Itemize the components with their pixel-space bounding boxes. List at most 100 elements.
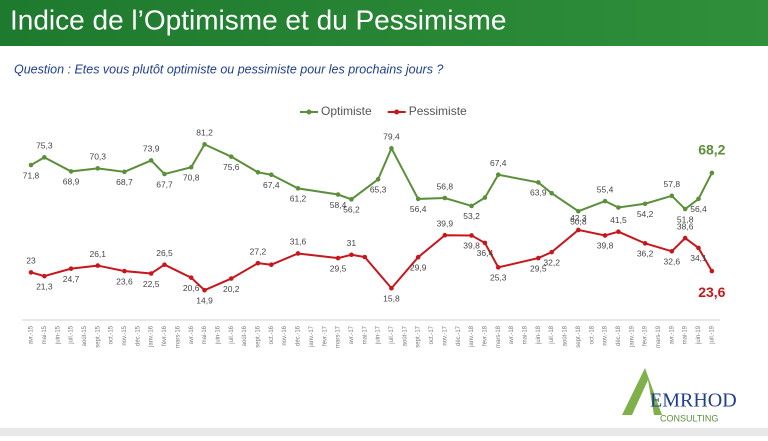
data-point bbox=[495, 172, 501, 178]
data-point bbox=[415, 254, 421, 260]
data-label: 73,9 bbox=[143, 144, 160, 154]
data-label: 68,9 bbox=[63, 177, 80, 187]
data-label: 56,4 bbox=[690, 204, 707, 214]
data-point bbox=[42, 273, 47, 279]
data-point bbox=[696, 196, 701, 202]
data-label: 38,6 bbox=[677, 221, 694, 231]
x-tick-label: déc.-17 bbox=[456, 325, 462, 346]
x-tick-label: avr.-18 bbox=[509, 325, 515, 344]
data-point bbox=[68, 169, 74, 174]
x-tick-label: janv.-17 bbox=[309, 325, 315, 348]
data-point bbox=[295, 251, 301, 256]
data-label: 20,6 bbox=[183, 283, 200, 293]
x-tick-label: mai-18 bbox=[523, 325, 529, 344]
x-tick-label: avr.-16 bbox=[189, 325, 195, 344]
data-label: 67,4 bbox=[490, 158, 507, 168]
x-tick-label: janv.-16 bbox=[149, 325, 155, 348]
data-label: 32,2 bbox=[543, 257, 560, 267]
data-point bbox=[389, 285, 394, 291]
data-point bbox=[122, 268, 127, 274]
data-point bbox=[335, 192, 341, 197]
data-label: 27,2 bbox=[250, 246, 267, 256]
data-label: 23 bbox=[26, 256, 36, 266]
legend-marker bbox=[394, 109, 400, 115]
data-point bbox=[482, 195, 488, 200]
legend-marker bbox=[306, 109, 312, 115]
x-tick-label: oct.-15 bbox=[109, 325, 115, 344]
logo-shape bbox=[632, 380, 654, 415]
data-point bbox=[696, 245, 701, 251]
x-tick-label: févr.-17 bbox=[322, 325, 328, 346]
data-label: 26,5 bbox=[156, 248, 173, 258]
x-tick-label: sept.-17 bbox=[416, 325, 422, 347]
data-label: 39,9 bbox=[437, 218, 454, 228]
data-point bbox=[28, 270, 34, 275]
logo-text: EMRHOD bbox=[650, 390, 737, 412]
x-tick-label: févr.-18 bbox=[482, 325, 488, 346]
data-label: 23,6 bbox=[116, 276, 133, 286]
data-label: 36,2 bbox=[637, 249, 654, 259]
data-label: 58,4 bbox=[330, 200, 347, 210]
data-label: 71,8 bbox=[23, 170, 40, 180]
x-tick-label: déc.-15 bbox=[135, 325, 141, 346]
data-label: 29,9 bbox=[410, 262, 427, 272]
data-point bbox=[202, 142, 207, 147]
data-point bbox=[349, 252, 354, 258]
data-point bbox=[709, 268, 715, 274]
x-tick-label: janv.-19 bbox=[629, 325, 635, 348]
plot: avr.-15 mai-15 juin-15 juil.-15 août-15 sept.… bbox=[22, 104, 726, 348]
x-tick-label: juin-17 bbox=[376, 325, 382, 345]
data-point bbox=[269, 172, 274, 178]
data-label: 39,8 bbox=[597, 241, 614, 251]
legend-label: Optimiste bbox=[321, 104, 372, 118]
data-point bbox=[642, 201, 648, 207]
data-point bbox=[255, 260, 261, 266]
legend-label: Pessimiste bbox=[409, 104, 467, 118]
data-label: 54,2 bbox=[637, 209, 654, 219]
x-tick-label: mars-19 bbox=[656, 325, 662, 348]
x-tick-label: sept.-18 bbox=[576, 325, 582, 347]
data-label: 56,4 bbox=[410, 204, 427, 214]
x-tick-label: nov.-15 bbox=[122, 325, 128, 345]
logo-shape bbox=[622, 368, 662, 415]
x-tick-label: juil.-18 bbox=[549, 325, 555, 344]
data-label: 70,3 bbox=[89, 152, 106, 162]
data-point bbox=[389, 146, 394, 151]
data-label: 31,6 bbox=[290, 237, 307, 247]
data-point bbox=[415, 196, 421, 202]
data-point bbox=[602, 198, 608, 204]
data-point bbox=[295, 186, 301, 191]
x-tick-label: juin-19 bbox=[696, 325, 702, 345]
series-line bbox=[30, 228, 713, 292]
data-label: 41,5 bbox=[610, 215, 627, 225]
x-tick-label: sept.-15 bbox=[95, 325, 101, 347]
data-label: 32,6 bbox=[664, 257, 681, 267]
x-tick-label: mars-16 bbox=[175, 325, 181, 348]
data-label: 29,5 bbox=[330, 263, 347, 273]
x-tick-label: mai-19 bbox=[683, 325, 689, 344]
data-label: 53,2 bbox=[463, 211, 480, 221]
title-bar bbox=[0, 0, 768, 46]
data-point bbox=[375, 177, 381, 182]
data-label: 56,2 bbox=[343, 205, 360, 215]
data-label: 75,6 bbox=[223, 162, 240, 172]
data-point bbox=[682, 235, 688, 241]
data-point bbox=[682, 206, 688, 212]
data-label: 42,3 bbox=[570, 213, 587, 223]
data-label: 81,2 bbox=[196, 128, 213, 138]
footer-band bbox=[0, 428, 768, 436]
data-label: 57,8 bbox=[664, 179, 681, 189]
data-point bbox=[536, 180, 541, 185]
x-tick-label: sept.-16 bbox=[256, 325, 262, 347]
data-label: 63,9 bbox=[530, 188, 547, 198]
data-point bbox=[442, 195, 448, 201]
data-label: 70,8 bbox=[183, 172, 200, 182]
data-point bbox=[482, 240, 488, 246]
x-tick-label: juil.-16 bbox=[229, 325, 235, 344]
x-tick-label: oct.-16 bbox=[269, 325, 275, 344]
data-point bbox=[669, 193, 675, 199]
x-tick-label: mars-17 bbox=[336, 325, 342, 348]
data-label: 21,3 bbox=[36, 281, 53, 291]
logo-subtext: CONSULTING bbox=[660, 413, 718, 423]
